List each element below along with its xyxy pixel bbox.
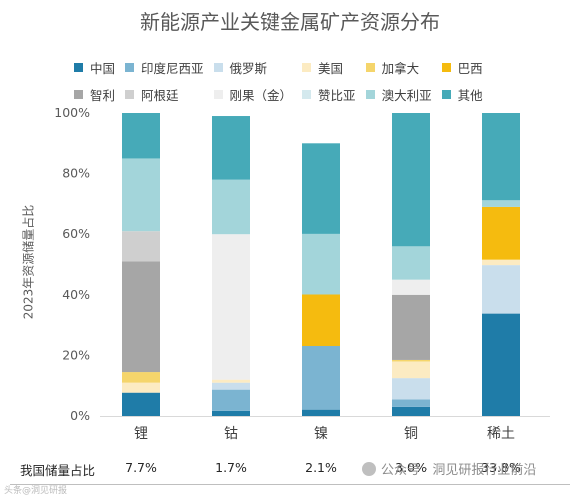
legend-swatch [365, 63, 375, 72]
bar-segment [392, 279, 430, 295]
legend-item: 中国 [74, 58, 115, 77]
china-share-value: 1.7% [215, 460, 247, 475]
legend-label: 其他 [457, 88, 483, 103]
bar-segment [212, 410, 250, 416]
bar-segment [212, 116, 250, 180]
bar-segment [212, 179, 250, 235]
bar-segment [302, 409, 340, 416]
china-share-value: 2.1% [305, 460, 337, 475]
bar-segment [392, 294, 430, 360]
legend-item: 智利 [74, 85, 115, 104]
bar-segment [392, 361, 430, 379]
chart-title: 新能源产业关键金属矿产资源分布 [140, 10, 440, 34]
legend-swatch [213, 63, 223, 72]
legend-item: 印度尼西亚 [125, 58, 204, 77]
bar-segment [212, 389, 250, 411]
bar-segment [482, 259, 520, 266]
bar-segment [302, 233, 340, 295]
bar-segment [392, 246, 430, 280]
y-axis-label: 2023年资源储量占比 [21, 204, 36, 320]
legend-item: 赞比亚 [302, 85, 356, 104]
legend-label: 中国 [90, 61, 116, 76]
china-share-value: 3.0% [395, 460, 427, 475]
y-tick-label: 60% [62, 226, 90, 241]
legend-label: 巴西 [457, 61, 483, 76]
legend-item: 美国 [302, 58, 356, 77]
legend-label: 美国 [318, 61, 344, 76]
bar-segment [122, 158, 160, 232]
bar-segment [482, 313, 520, 416]
legend-swatch [302, 63, 312, 72]
legend: 中国 印度尼西亚 俄罗斯 美国 加拿大 巴西智利 阿根廷 刚果（金） 赞比亚 澳大利亚 其他 [74, 58, 574, 104]
y-tick-label: 20% [62, 347, 90, 362]
bar-segment [392, 359, 430, 362]
legend-item: 阿根廷 [125, 85, 204, 104]
bar-segment [212, 379, 250, 383]
legend-item: 巴西 [441, 58, 483, 77]
bar-segment [122, 382, 160, 393]
y-tick-label: 0% [70, 408, 90, 423]
china-share-row: 我国储量占比 7.7% 1.7% 2.1% 3.0% 33.8% [0, 456, 580, 484]
bar-segment [212, 382, 250, 390]
bar-segment [122, 231, 160, 262]
legend-swatch [365, 90, 375, 99]
chart-plot: 0% 20% 40% 60% 80% 100% 锂 钴 镍 铜 稀土 [54, 105, 550, 442]
watermark-text: 公众号 · 洞见研报行业前沿 [381, 463, 537, 478]
legend-item: 澳大利亚 [365, 85, 432, 104]
bar-segment [122, 372, 160, 383]
legend-label: 赞比亚 [318, 88, 356, 103]
bar-segment [392, 406, 430, 416]
legend-swatch [213, 90, 223, 99]
x-tick-label: 铜 [404, 426, 418, 442]
x-tick-label: 镍 [314, 426, 328, 442]
x-tick-label: 钴 [224, 426, 238, 442]
bar-segment [122, 392, 160, 416]
bar-segment [212, 234, 250, 380]
bar-segment [302, 143, 340, 234]
footer-mark: 头条@洞见研报 [4, 486, 68, 496]
bar-segment [482, 206, 520, 260]
legend-swatch [125, 90, 135, 99]
china-share-label: 我国储量占比 [20, 463, 96, 478]
bar-segment [482, 113, 520, 201]
legend-item: 刚果（金） [213, 85, 293, 104]
legend-label: 智利 [90, 88, 116, 103]
bar-segment [392, 113, 430, 247]
bar-segment [392, 399, 430, 407]
legend-item: 俄罗斯 [213, 58, 293, 77]
china-share-value: 7.7% [125, 460, 157, 475]
bar-segment [302, 346, 340, 410]
bottom-divider [10, 484, 570, 485]
legend-swatch [125, 63, 135, 72]
legend-swatch [74, 63, 83, 72]
bar-segment [302, 294, 340, 347]
x-tick-label: 锂 [134, 426, 148, 442]
wechat-icon [362, 461, 376, 476]
china-share-value: 33.8% [481, 460, 521, 475]
y-tick-label: 100% [54, 105, 90, 120]
legend-item: 其他 [441, 85, 483, 104]
legend-swatch [74, 90, 83, 99]
legend-label: 刚果（金） [229, 88, 293, 103]
y-tick-label: 40% [62, 287, 90, 302]
legend-label: 澳大利亚 [381, 88, 432, 103]
bar-segment [482, 265, 520, 314]
legend-label: 阿根廷 [141, 88, 179, 103]
legend-label: 印度尼西亚 [141, 61, 204, 76]
legend-swatch [441, 63, 451, 72]
legend-label: 加拿大 [381, 61, 420, 76]
legend-label: 俄罗斯 [229, 61, 268, 76]
bar-segment [122, 113, 160, 159]
bar-segment [392, 378, 430, 400]
y-tick-label: 80% [62, 166, 90, 181]
bar-segment [482, 200, 520, 207]
bar-segment [122, 261, 160, 373]
legend-swatch [302, 90, 312, 99]
legend-swatch [441, 90, 451, 99]
watermark: 公众号 · 洞见研报行业前沿 [362, 459, 536, 478]
x-tick-label: 稀土 [487, 426, 515, 442]
legend-item: 加拿大 [365, 58, 432, 77]
